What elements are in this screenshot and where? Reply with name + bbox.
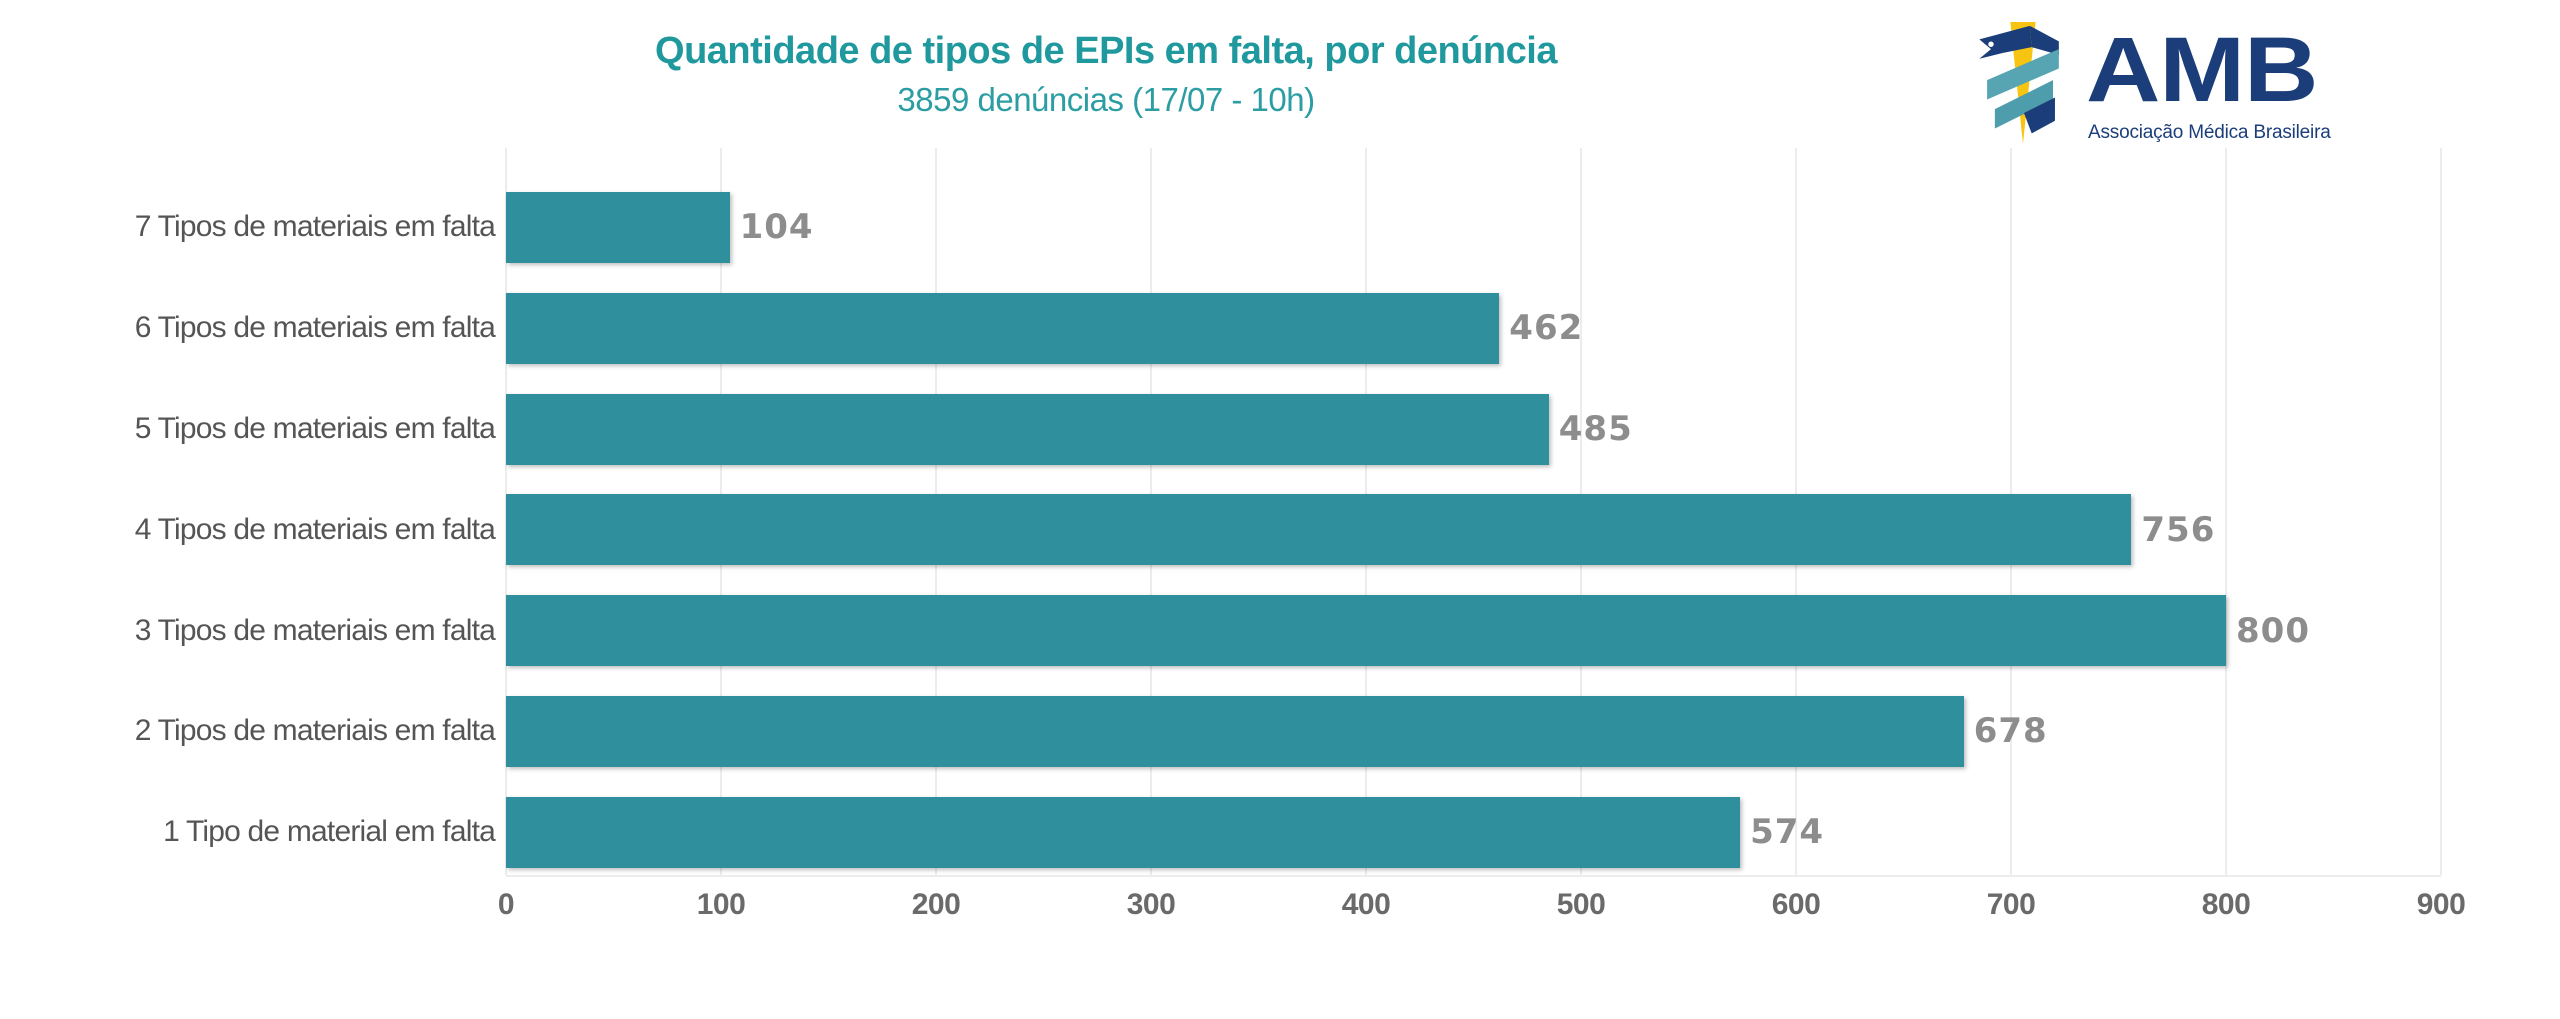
header: Quantidade de tipos de EPIs em falta, po… <box>655 28 1557 120</box>
x-axis-line <box>506 875 2441 877</box>
category-label: 6 Tipos de materiais em falta <box>134 311 496 345</box>
bar <box>506 292 1500 364</box>
category-label: 5 Tipos de materiais em falta <box>134 412 496 445</box>
logo-caption: Associação Médica Brasileira <box>2088 122 2331 143</box>
x-axis-tick-label: 600 <box>1771 888 1821 921</box>
category-label: 1 Tipo de material em falta <box>163 815 496 849</box>
value-label: 485 <box>1558 409 1633 449</box>
x-axis-tick-label: 700 <box>1986 888 2036 921</box>
x-axis-tick-label: 500 <box>1556 888 1606 921</box>
value-label: 800 <box>2236 610 2310 651</box>
x-axis-tick-label: 0 <box>497 888 515 921</box>
x-axis-tick-label: 300 <box>1126 888 1176 921</box>
category-label: 3 Tipos de materiais em falta <box>134 613 496 647</box>
value-label: 462 <box>1509 308 1584 349</box>
x-axis-tick-label: 200 <box>911 888 961 921</box>
bar <box>506 695 1964 767</box>
logo-acronym: AMB <box>2086 19 2318 121</box>
x-gridline <box>2225 148 2227 875</box>
x-axis-tick-label: 900 <box>2416 888 2466 921</box>
value-label: 678 <box>1973 711 2048 752</box>
category-label: 2 Tipos de materiais em falta <box>134 714 496 748</box>
x-axis-tick-label: 800 <box>2201 888 2251 921</box>
category-label: 4 Tipos de materiais em falta <box>134 512 496 546</box>
caduceus-icon <box>1979 21 2059 145</box>
bar <box>506 191 730 263</box>
bar <box>506 494 2132 566</box>
x-axis-tick-label: 400 <box>1341 888 1391 921</box>
category-label: 7 Tipos de materiais em falta <box>134 210 496 244</box>
amb-logo: AMB Associação Médica Brasileira <box>1968 14 2331 164</box>
value-label: 104 <box>739 207 814 248</box>
chart-subtitle: 3859 denúncias (17/07 - 10h) <box>897 81 1315 118</box>
chart-title: Quantidade de tipos de EPIs em falta, po… <box>655 30 1557 72</box>
bar <box>506 393 1549 465</box>
value-label: 574 <box>1750 812 1825 853</box>
x-gridline <box>2440 148 2442 875</box>
x-axis-tick-label: 100 <box>696 888 746 921</box>
value-label: 756 <box>2141 509 2216 550</box>
bar <box>506 796 1741 868</box>
bar <box>506 595 2226 667</box>
